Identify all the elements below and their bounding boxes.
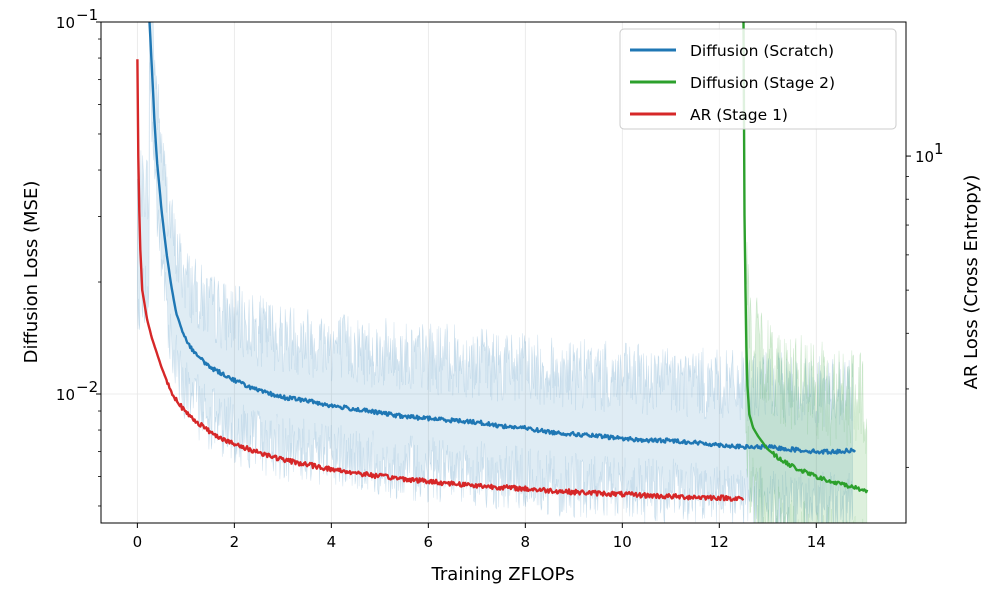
left-axis-title: Diffusion Loss (MSE) <box>21 181 42 364</box>
line-diffusion-scratch <box>148 22 857 455</box>
x-tick-label: 12 <box>710 533 729 551</box>
legend-box <box>619 28 897 130</box>
line-ar-stage1 <box>136 59 745 502</box>
right-axis-ticks: 10 1 <box>906 140 944 468</box>
series-lines <box>136 22 869 502</box>
x-tick-label: 0 <box>133 533 143 551</box>
legend-label-ar-stage1: AR (Stage 1) <box>690 106 788 124</box>
y-left-tick-label: 10 <box>56 386 75 404</box>
right-axis-title: AR Loss (Cross Entropy) <box>961 175 982 390</box>
left-axis-ticks: 10−110−2 <box>56 6 101 507</box>
x-tick-label: 8 <box>521 533 531 551</box>
y-left-tick-exponent: −2 <box>76 378 98 396</box>
legend: Diffusion (Scratch) Diffusion (Stage 2) … <box>619 28 897 130</box>
x-axis-ticks: 0 2 4 6 8 10 12 14 <box>133 523 826 551</box>
y-right-tick-label: 10 <box>915 148 934 166</box>
x-tick-label: 2 <box>230 533 240 551</box>
noise-band-diffusion-stage2 <box>743 22 868 523</box>
x-tick-label: 6 <box>424 533 434 551</box>
legend-label-diffusion-stage2: Diffusion (Stage 2) <box>690 74 835 92</box>
y-right-tick-exponent: 1 <box>934 140 944 158</box>
x-axis-title: Training ZFLOPs <box>431 564 575 585</box>
line-diffusion-stage2 <box>742 22 869 494</box>
plot-frame <box>100 21 907 524</box>
x-tick-label: 4 <box>327 533 337 551</box>
y-left-tick-exponent: −1 <box>76 6 98 24</box>
legend-label-diffusion-scratch: Diffusion (Scratch) <box>690 42 834 60</box>
x-tick-label: 10 <box>613 533 632 551</box>
x-tick-label: 14 <box>807 533 826 551</box>
y-left-tick-label: 10 <box>56 14 75 32</box>
